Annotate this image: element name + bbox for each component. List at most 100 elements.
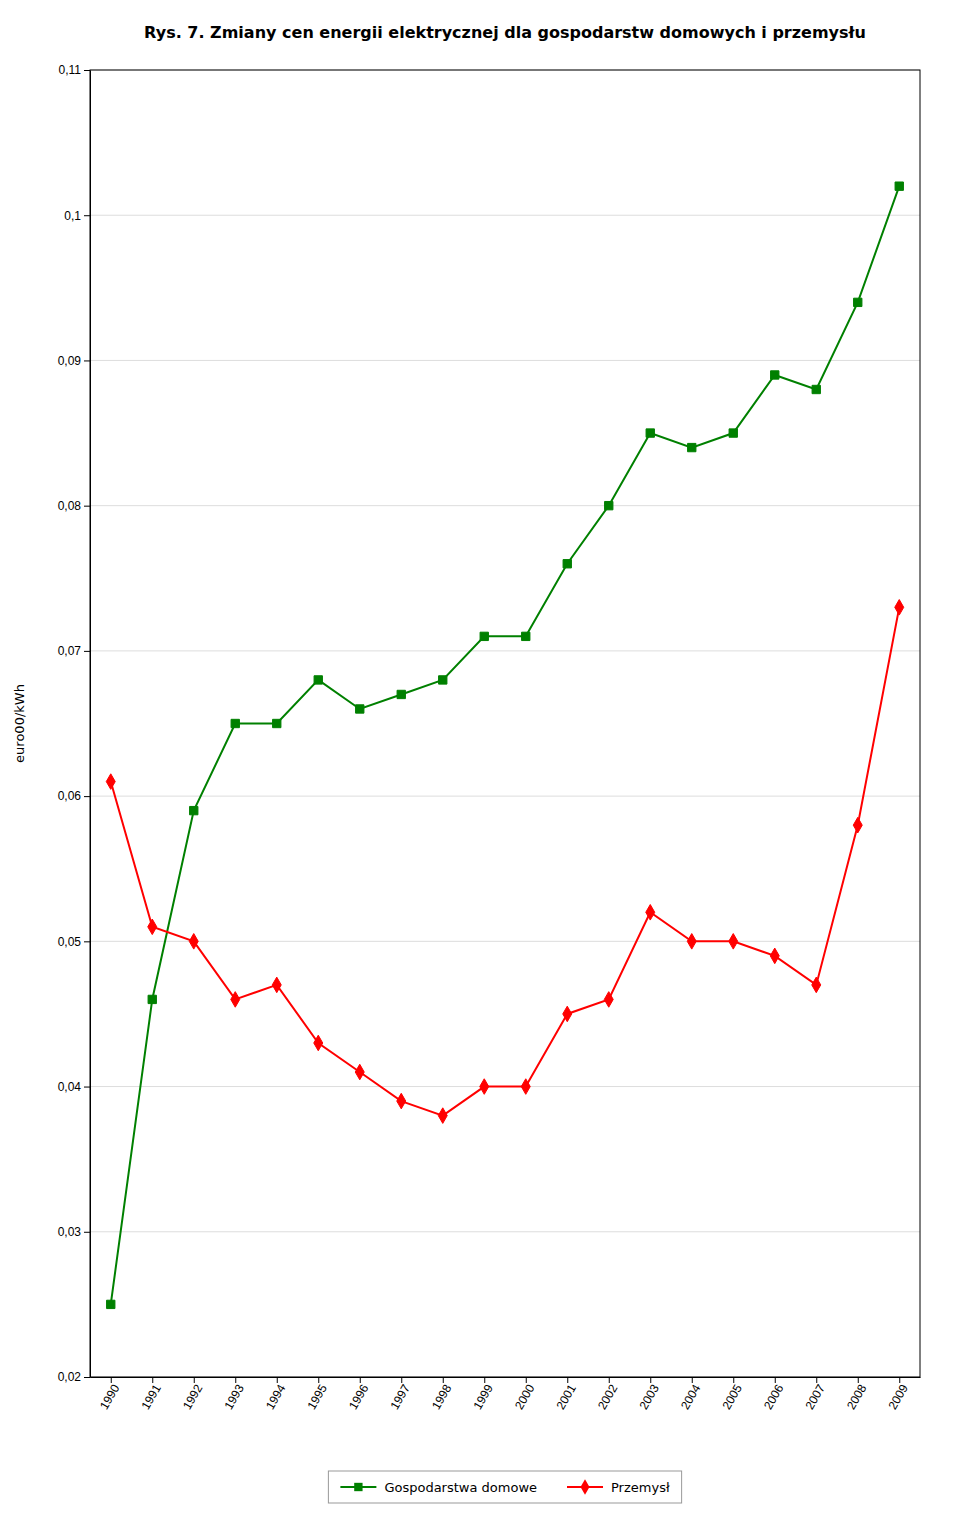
x-tick-mark bbox=[194, 1377, 195, 1383]
y-tick: 0,08 bbox=[58, 499, 90, 513]
x-tick-label: 2002 bbox=[595, 1382, 621, 1412]
y-tick-label: 0,05 bbox=[58, 935, 82, 949]
x-tick-mark bbox=[733, 1377, 734, 1383]
y-tick: 0,11 bbox=[59, 63, 90, 77]
series-marker bbox=[521, 1079, 530, 1095]
x-tick-mark bbox=[899, 1377, 900, 1383]
plot: 1990199119921993199419951996199719981999… bbox=[58, 63, 921, 1412]
x-tick: 2001 bbox=[553, 1377, 579, 1412]
series-marker bbox=[895, 600, 904, 616]
series-marker bbox=[646, 429, 654, 437]
y-tick-mark bbox=[84, 360, 90, 361]
series-marker bbox=[438, 1108, 447, 1124]
x-tick-label: 2001 bbox=[553, 1382, 579, 1412]
series-marker bbox=[605, 501, 613, 509]
x-tick-mark bbox=[235, 1377, 236, 1383]
x-tick-mark bbox=[650, 1377, 651, 1383]
grid bbox=[90, 70, 920, 1377]
x-tick: 1996 bbox=[346, 1377, 372, 1412]
series-marker bbox=[771, 371, 779, 379]
legend-label: Przemysł bbox=[611, 1480, 670, 1495]
x-tick-label: 2004 bbox=[678, 1382, 704, 1412]
plot-frame bbox=[90, 70, 920, 1377]
y-tick-mark bbox=[84, 1377, 90, 1378]
x-tick-label: 1998 bbox=[429, 1382, 455, 1412]
x-tick: 1993 bbox=[221, 1377, 247, 1412]
y-tick: 0,06 bbox=[58, 789, 90, 803]
x-tick: 2009 bbox=[885, 1377, 911, 1412]
y-axis: 0,020,030,040,050,060,070,080,090,10,11 bbox=[58, 63, 91, 1384]
series-marker bbox=[604, 992, 613, 1008]
x-tick: 2008 bbox=[844, 1377, 870, 1412]
series-marker bbox=[314, 1035, 323, 1051]
series-marker bbox=[397, 1093, 406, 1109]
x-tick-label: 1994 bbox=[263, 1382, 289, 1412]
series-marker bbox=[231, 719, 239, 727]
y-tick-mark bbox=[84, 796, 90, 797]
x-tick-label: 2006 bbox=[761, 1382, 787, 1412]
y-tick-mark bbox=[84, 70, 90, 71]
series-marker bbox=[687, 934, 696, 950]
grid-line bbox=[90, 650, 920, 651]
x-tick: 1994 bbox=[263, 1377, 289, 1412]
series-marker bbox=[314, 676, 322, 684]
grid-line bbox=[90, 505, 920, 506]
x-tick: 2006 bbox=[761, 1377, 787, 1412]
series-marker bbox=[729, 934, 738, 950]
legend-item: Przemysł bbox=[567, 1479, 670, 1495]
chart: 1990199119921993199419951996199719981999… bbox=[0, 0, 960, 1537]
y-tick-mark bbox=[84, 1232, 90, 1233]
x-tick-label: 1997 bbox=[387, 1382, 413, 1412]
x-tick: 2005 bbox=[719, 1377, 745, 1412]
x-tick-label: 2003 bbox=[636, 1382, 662, 1412]
x-tick-mark bbox=[484, 1377, 485, 1383]
x-tick-mark bbox=[360, 1377, 361, 1383]
series-marker bbox=[439, 676, 447, 684]
y-tick-label: 0,06 bbox=[58, 789, 82, 803]
x-tick: 1991 bbox=[138, 1377, 164, 1412]
x-tick: 2003 bbox=[636, 1377, 662, 1412]
x-tick-mark bbox=[401, 1377, 402, 1383]
x-tick-mark bbox=[567, 1377, 568, 1383]
series-marker bbox=[355, 1064, 364, 1080]
y-tick-label: 0,09 bbox=[58, 354, 82, 368]
y-tick: 0,02 bbox=[58, 1370, 90, 1384]
series-marker bbox=[812, 385, 820, 393]
series-marker bbox=[854, 298, 862, 306]
series-line bbox=[111, 607, 900, 1115]
y-tick-label: 0,04 bbox=[58, 1080, 82, 1094]
x-tick-label: 2008 bbox=[844, 1382, 870, 1412]
x-tick-label: 1992 bbox=[180, 1382, 206, 1412]
series-line bbox=[111, 186, 900, 1304]
x-tick-label: 2007 bbox=[802, 1382, 828, 1412]
series-marker bbox=[770, 948, 779, 964]
y-tick-label: 0,03 bbox=[58, 1225, 82, 1239]
grid-line bbox=[90, 941, 920, 942]
x-tick-mark bbox=[318, 1377, 319, 1383]
legend-box bbox=[328, 1471, 681, 1503]
x-tick-label: 1991 bbox=[138, 1382, 164, 1412]
series-marker bbox=[190, 806, 198, 814]
x-tick-label: 2005 bbox=[719, 1382, 745, 1412]
y-tick: 0,09 bbox=[58, 354, 90, 368]
y-tick-mark bbox=[84, 215, 90, 216]
grid-line bbox=[90, 215, 920, 216]
x-tick-label: 1995 bbox=[304, 1382, 330, 1412]
legend-marker bbox=[581, 1479, 590, 1495]
x-tick-mark bbox=[526, 1377, 527, 1383]
x-tick-label: 1996 bbox=[346, 1382, 372, 1412]
series-marker bbox=[812, 977, 821, 993]
y-tick: 0,07 bbox=[58, 644, 90, 658]
x-tick-mark bbox=[775, 1377, 776, 1383]
x-tick-label: 1993 bbox=[221, 1382, 247, 1412]
x-axis: 1990199119921993199419951996199719981999… bbox=[91, 1377, 921, 1412]
x-tick: 2007 bbox=[802, 1377, 828, 1412]
series-marker bbox=[688, 443, 696, 451]
x-tick-mark bbox=[443, 1377, 444, 1383]
x-tick: 1999 bbox=[470, 1377, 496, 1412]
x-tick-label: 1999 bbox=[470, 1382, 496, 1412]
series-marker bbox=[107, 1300, 115, 1308]
y-tick-label: 0,07 bbox=[58, 644, 82, 658]
x-tick: 1997 bbox=[387, 1377, 413, 1412]
x-tick-mark bbox=[858, 1377, 859, 1383]
